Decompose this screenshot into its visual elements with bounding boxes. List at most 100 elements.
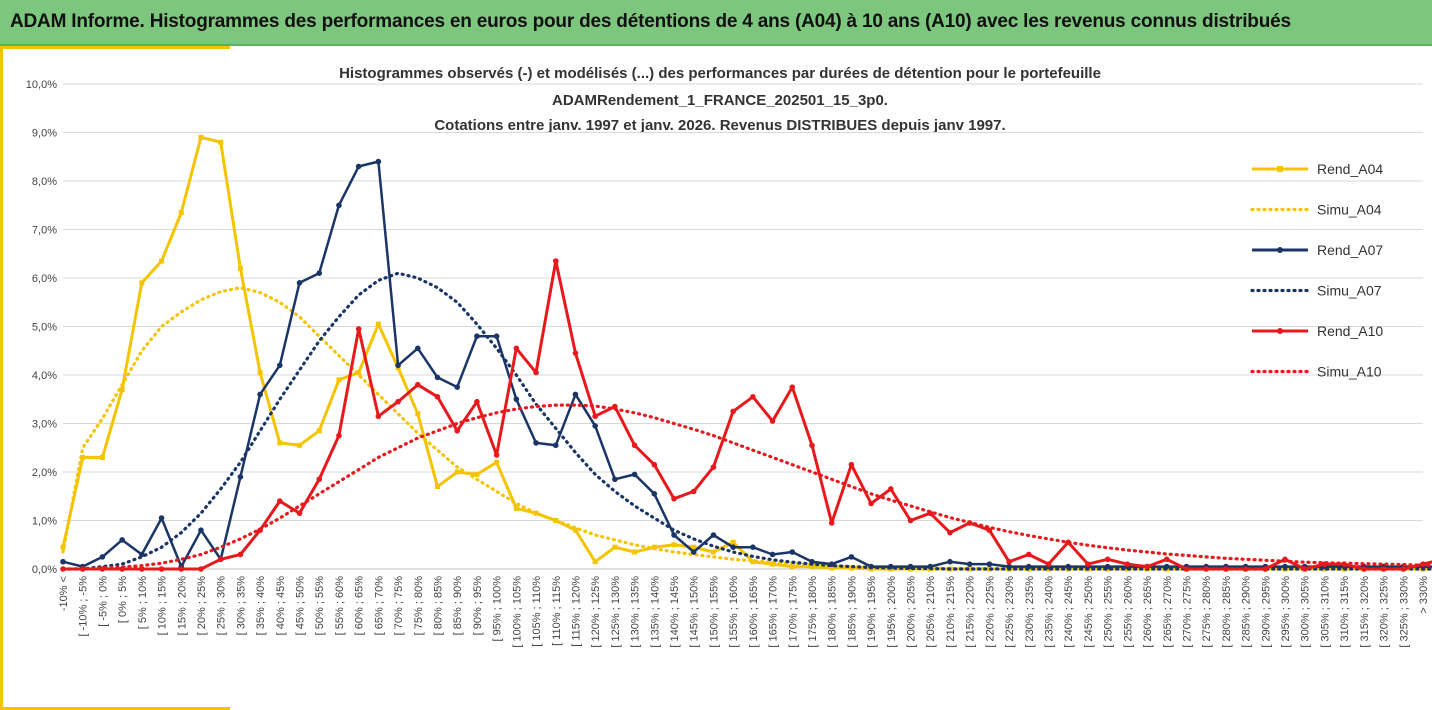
rend-a04-point: [356, 370, 362, 376]
x-tick-label: [ 250% ; 255%: [1103, 576, 1115, 648]
rend-a07-point: [99, 554, 106, 560]
rend-a07-point: [848, 554, 855, 560]
x-tick-label: [ 130% ; 135%: [630, 576, 642, 648]
y-tick-label: 8,0%: [32, 176, 57, 188]
rend-a07-point: [986, 561, 993, 567]
chart-title-line-1: Histogrammes observés (-) et modélisés (…: [339, 65, 1101, 82]
rend-a04-point: [829, 565, 835, 571]
rend-a04-point: [592, 559, 598, 565]
x-tick-label: [ 210% ; 215%: [945, 576, 957, 648]
rend-a04-point: [257, 370, 263, 376]
rend-a04-point: [671, 542, 677, 548]
rend-a04-point: [80, 454, 86, 460]
x-tick-label: -10% <: [58, 576, 70, 611]
rend-a07-point: [572, 391, 579, 398]
rend-a10-point: [1203, 566, 1209, 572]
legend-rend-a04-label: Rend_A04: [1317, 161, 1383, 177]
rend-a07-point: [434, 374, 441, 381]
rend-a10-point: [789, 384, 796, 390]
rend-a10-point: [178, 566, 185, 572]
rend-a04-point: [99, 454, 105, 460]
accent-bar-top: [0, 46, 230, 49]
x-tick-label: [ 80% ; 85%: [432, 576, 444, 636]
rend-a07-point: [198, 527, 204, 533]
rend-a07-point: [750, 544, 756, 550]
x-tick-label: [ 200% ; 205%: [906, 576, 918, 648]
legend-simu-a04-label: Simu_A04: [1317, 202, 1382, 218]
rend-a07-point: [947, 558, 953, 565]
rend-a07-point: [119, 537, 125, 543]
rend-a04-point: [119, 387, 125, 393]
rend-a10-point: [414, 381, 421, 388]
rend-a07-point: [454, 384, 461, 390]
rend-a10-point: [316, 476, 323, 483]
rend-a10-point: [513, 345, 520, 352]
rend-a10-point: [1183, 566, 1190, 572]
x-tick-label: [ 265% ; 270%: [1162, 576, 1174, 648]
page-title: ADAM Informe. Histogrammes des performan…: [10, 11, 1291, 32]
rend-a07-point: [237, 474, 244, 480]
rend-a10-point: [888, 486, 894, 492]
rend-a07-point: [631, 471, 638, 478]
x-tick-label: [ 125% ; 130%: [610, 576, 622, 648]
rend-a10-point: [533, 369, 539, 376]
rend-a10-point: [1400, 566, 1407, 572]
x-tick-label: [ 305% ; 310%: [1319, 576, 1331, 648]
rend-a10-point: [986, 527, 993, 533]
rend-a10-point: [1163, 556, 1170, 563]
rend-a07-point: [316, 270, 323, 276]
rend-a10-point: [1045, 561, 1052, 567]
chart-title-line-3: Cotations entre janv. 1997 et janv. 2026…: [434, 117, 1006, 134]
rend-a10-point: [395, 398, 401, 405]
rend-a04-point: [415, 411, 421, 417]
rend-a04-point: [336, 377, 342, 383]
rend-a07-point: [552, 442, 559, 449]
x-tick-label: [ 315% ; 320%: [1359, 576, 1371, 648]
rend-a10-point: [868, 500, 874, 507]
rend-a04-point: [375, 321, 381, 327]
rend-a04-point: [967, 566, 973, 572]
rend-a10-point: [355, 326, 362, 332]
rend-a04-point: [159, 258, 165, 264]
x-tick-label: [ 255% ; 260%: [1122, 576, 1134, 648]
x-tick-label: [ 45% ; 50%: [295, 576, 307, 636]
rend-a07-point: [671, 532, 677, 538]
rend-a07-point: [710, 532, 717, 538]
x-tick-label: [ 155% ; 160%: [728, 576, 740, 648]
rend-a04-point: [454, 469, 460, 475]
x-tick-label: [ 150% ; 155%: [708, 576, 720, 648]
rend-a04-point: [494, 459, 500, 465]
rend-a04-point: [770, 561, 776, 567]
x-tick-label: [ 185% ; 190%: [846, 576, 858, 648]
rend-a04-point: [434, 484, 440, 490]
rend-a10-point: [1006, 558, 1012, 565]
rend-a04-point: [691, 544, 697, 550]
y-tick-label: 9,0%: [32, 128, 57, 140]
rend-a04-point: [474, 471, 480, 477]
y-tick-label: 3,0%: [32, 419, 57, 431]
x-tick-label: [ 205% ; 210%: [925, 576, 937, 648]
rend-a04-point: [178, 210, 184, 216]
x-tick-label: [ 175% ; 180%: [807, 576, 819, 648]
y-tick-label: 10,0%: [26, 79, 57, 91]
rend-a10-point: [828, 520, 835, 526]
rend-a10-point: [375, 413, 382, 420]
legend-simu-a10-label: Simu_A10: [1317, 364, 1382, 380]
x-tick-label: [ 115% ; 120%: [570, 576, 582, 647]
rend-a07-point: [966, 561, 973, 567]
rend-a10-point: [493, 452, 500, 458]
x-tick-label: [ 220% ; 225%: [984, 576, 996, 648]
rend-a10-point: [1085, 561, 1091, 567]
legend-rend-a10-marker: [1277, 328, 1283, 334]
x-tick-label: [ 195% ; 200%: [886, 576, 898, 648]
x-tick-label: [ -10% ; -5%: [78, 576, 90, 637]
rend-a04-point: [513, 505, 519, 511]
rend-a07-point: [592, 423, 598, 429]
y-tick-label: 2,0%: [32, 467, 57, 479]
rend-a10-point: [947, 529, 953, 536]
rend-a10-point: [277, 498, 283, 504]
rend-a04-point: [750, 559, 756, 565]
rend-a04-point: [277, 440, 283, 446]
rend-a10-point: [1380, 566, 1387, 572]
rend-a07-point: [257, 391, 263, 398]
